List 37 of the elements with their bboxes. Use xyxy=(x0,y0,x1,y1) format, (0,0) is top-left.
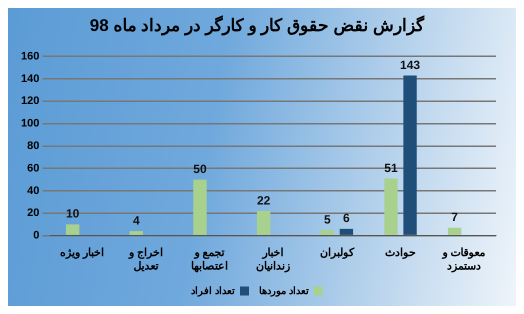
y-tick-label: 40 xyxy=(27,184,40,197)
x-tick-label: اخبار ویژه xyxy=(60,247,104,260)
y-tick-label: 60 xyxy=(27,162,40,174)
x-tick-label: معوقات و دستمزد xyxy=(442,247,486,272)
chart-title: گزارش نقض حقوق کار و کارگر در مرداد ماه 98 xyxy=(90,14,426,36)
y-tick-label: 100 xyxy=(20,118,40,130)
data-label: 7 xyxy=(451,210,458,224)
data-label: 6 xyxy=(343,211,350,226)
data-label: 143 xyxy=(400,58,420,72)
data-label: 50 xyxy=(193,162,207,176)
y-tick-label: 0 xyxy=(33,230,40,242)
data-label: 51 xyxy=(384,160,398,175)
bar xyxy=(320,230,334,235)
y-tick-label: 120 xyxy=(20,95,40,108)
bar xyxy=(193,180,207,235)
legend-label: تعداد افراد xyxy=(191,286,235,297)
data-label: 5 xyxy=(324,212,331,226)
y-tick-label: 140 xyxy=(20,72,40,85)
bar xyxy=(256,210,270,235)
x-tick-label: حوادث xyxy=(385,247,416,260)
y-tick-label: 160 xyxy=(20,50,40,62)
bar xyxy=(403,75,417,235)
x-tick-label: اخبار زندانیان xyxy=(256,247,290,272)
bar xyxy=(448,228,462,235)
bar xyxy=(66,224,80,235)
bar xyxy=(130,231,143,235)
legend-label: تعداد موردها xyxy=(258,286,309,297)
y-tick-label: 80 xyxy=(27,140,40,152)
data-label: 10 xyxy=(66,206,80,221)
data-label: 4 xyxy=(132,213,140,228)
data-label: 22 xyxy=(256,193,271,208)
x-tick-label: اخراج و تعدیل xyxy=(128,247,163,272)
bar xyxy=(384,178,398,235)
x-tick-label: کولبران xyxy=(320,247,355,260)
x-tick-label: تجمع و اعتصابها xyxy=(191,247,228,272)
bar xyxy=(340,228,354,235)
y-tick-label: 20 xyxy=(27,207,40,220)
